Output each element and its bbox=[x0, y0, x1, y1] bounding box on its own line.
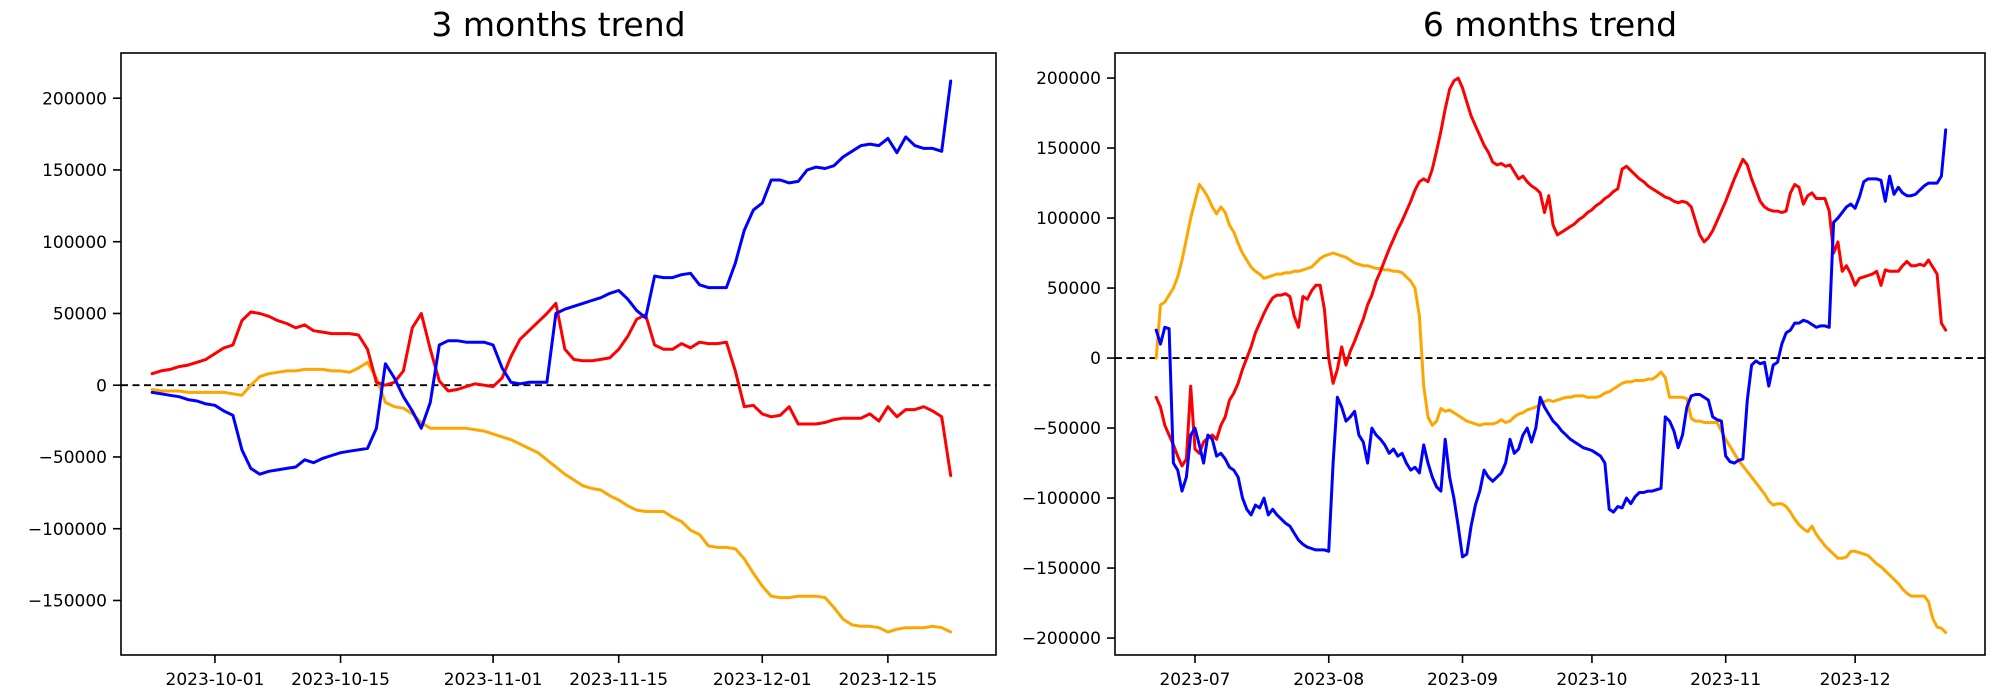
chart-plot-area-6-months: 200000 150000 100000 50000 0 −50000 −100000 −15… bbox=[1022, 52, 1986, 690]
y-tick-label: 200000 bbox=[1036, 69, 1101, 89]
y-tick-label: 150000 bbox=[42, 161, 107, 181]
chart-3-months: 3 months trend 200000 150000 100000 50000 0 −… bbox=[28, 5, 997, 690]
x-tick-label: 2023-11-01 bbox=[444, 670, 543, 690]
chart-6-months: 6 months trend 200000 150000 100000 50000 0 −… bbox=[1022, 5, 1986, 690]
y-tick-label: 100000 bbox=[1036, 209, 1101, 229]
y-tick-label: −100000 bbox=[28, 520, 107, 540]
x-tick-label: 2023-09 bbox=[1427, 670, 1498, 690]
y-tick-label: 200000 bbox=[42, 89, 107, 109]
y-tick-label: 50000 bbox=[1047, 279, 1101, 299]
chart-title-6-months: 6 months trend bbox=[1422, 5, 1678, 44]
chart-title-3-months: 3 months trend bbox=[431, 5, 686, 44]
blue-line bbox=[1154, 128, 1948, 559]
x-tick-label: 2023-11 bbox=[1690, 670, 1761, 690]
y-tick-label: 150000 bbox=[1036, 139, 1101, 159]
x-tick-label: 2023-12-01 bbox=[713, 670, 812, 690]
x-tick-label: 2023-10-15 bbox=[291, 670, 390, 690]
x-tick-label: 2023-10 bbox=[1556, 670, 1627, 690]
y-tick-label: −150000 bbox=[1022, 559, 1101, 579]
x-tick-label: 2023-12 bbox=[1820, 670, 1891, 690]
y-tick-label: −100000 bbox=[1022, 489, 1101, 509]
red-line bbox=[1154, 76, 1948, 468]
orange-line bbox=[1154, 183, 1948, 634]
x-tick-label: 2023-08 bbox=[1293, 670, 1364, 690]
y-tick-label: −200000 bbox=[1022, 629, 1101, 649]
x-tick-label: 2023-10-01 bbox=[166, 670, 265, 690]
y-tick-label: −150000 bbox=[28, 592, 107, 612]
blue-line bbox=[150, 79, 953, 476]
x-tick-label: 2023-07 bbox=[1159, 670, 1230, 690]
red-line bbox=[150, 301, 953, 478]
x-tick-label: 2023-11-15 bbox=[569, 670, 668, 690]
y-tick-label: 100000 bbox=[42, 233, 107, 253]
y-tick-label: −50000 bbox=[39, 448, 107, 468]
chart-plot-area-3-months: 200000 150000 100000 50000 0 −50000 −100000 −15… bbox=[28, 52, 997, 690]
y-tick-label: 0 bbox=[1090, 349, 1101, 369]
axes-spines bbox=[120, 52, 997, 656]
y-tick-label: −50000 bbox=[1033, 419, 1101, 439]
y-tick-label: 50000 bbox=[53, 305, 107, 325]
x-tick-label: 2023-12-15 bbox=[838, 670, 937, 690]
y-tick-label: 0 bbox=[96, 376, 107, 396]
orange-line bbox=[150, 360, 953, 634]
axes-spines bbox=[1114, 52, 1986, 656]
